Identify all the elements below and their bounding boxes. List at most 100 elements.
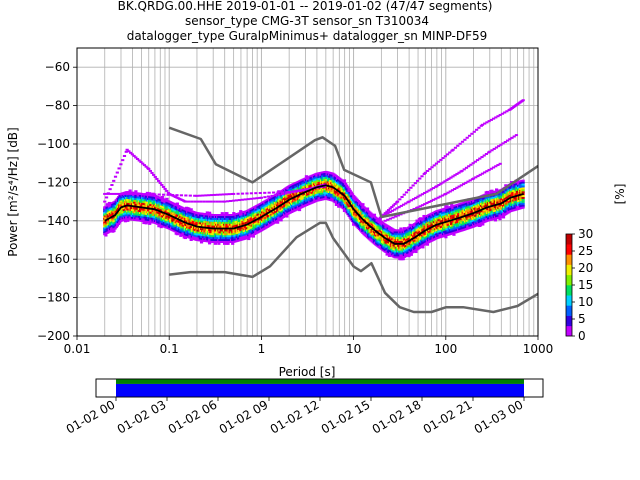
heatmap-cell [425,243,430,246]
heatmap-cell [401,258,405,261]
heatmap-cell [370,213,374,216]
heatmap-cell [128,189,132,192]
heatmap-cell [421,246,425,249]
heatmap-cell [118,221,122,224]
heatmap-cell [361,203,365,206]
heatmap-cell [175,202,179,205]
heatmap-cell [367,210,371,213]
heatmap-cell [251,235,256,238]
psd-heatmap-cells [103,99,525,261]
heatmap-cell [279,219,283,222]
heatmap-cell [350,193,355,196]
heatmap-cell [277,190,281,193]
heatmap-cell [113,227,117,230]
heatmap-cell [112,230,116,233]
chart-title-line-1: BK.QRDG.00.HHE 2019-01-01 -- 2019-01-02 … [118,0,493,13]
heatmap-cell [368,211,372,214]
heatmap-cell [415,219,419,222]
heatmap-cell [359,202,363,205]
heatmap-cell [385,253,389,256]
chart-title-line-3: datalogger_type GuralpMinimus+ datalogge… [127,29,488,43]
heatmap-cell [285,215,289,218]
heatmap-cell [357,201,362,204]
heatmap-cell [365,209,370,212]
heatmap-cell [148,222,152,225]
heatmap-cell [445,205,449,208]
heatmap-cell [247,238,251,241]
heatmap-cell [353,196,357,199]
heatmap-cell [362,206,366,209]
heatmap-cell [342,181,347,184]
heatmap-cell [399,227,403,230]
heatmap-cell [126,219,130,222]
heatmap-cell [205,211,209,214]
heatmap-cell [297,209,302,212]
heatmap-cell [361,205,365,208]
heatmap-cell [107,201,111,204]
heatmap-cell [450,203,454,206]
heatmap-cell [387,254,392,257]
heatmap-cell [220,212,224,215]
heatmap-cell [189,208,193,211]
heatmap-cell [142,222,146,225]
heatmap-cell [304,175,309,178]
heatmap-cell [134,190,138,193]
heatmap-cell [402,227,407,230]
heatmap-cell [104,234,108,237]
heatmap-cell [187,207,191,210]
heatmap-cell [157,225,161,228]
chart-title-line-2: sensor_type CMG-3T sensor_sn T310034 [185,14,429,28]
heatmap-cell [116,223,121,226]
heatmap-cell [409,253,413,256]
heatmap-cell [444,236,448,239]
heatmap-cell [342,179,347,182]
heatmap-cell [165,197,169,200]
heatmap-cell [355,198,359,201]
heatmap-cell [407,255,411,258]
plot-grid [76,48,538,337]
heatmap-cell [189,238,193,241]
heatmap-cell [345,184,349,187]
heatmap-cell [208,242,212,245]
heatmap-cell [213,242,217,245]
heatmap-cell [365,207,370,210]
heatmap-cell [231,242,235,245]
heatmap-cell [352,194,356,197]
heatmap-cell [217,242,221,245]
heatmap-cell [276,221,280,224]
heatmap-cell [344,182,348,185]
heatmap-cell [225,212,229,215]
heatmap-cell [347,188,351,191]
heatmap-cell [232,212,236,215]
heatmap-cell [348,189,352,192]
heatmap-cell [418,217,423,220]
heatmap-cell [356,199,360,202]
heatmap-cell [414,251,418,254]
heatmap-cell [199,241,204,244]
heatmap-cell [159,226,163,229]
heatmap-cell [148,192,152,195]
heatmap-cell [160,195,164,198]
heatmap-cell [175,233,179,236]
heatmap-cell [337,205,341,208]
heatmap-cell [354,197,358,200]
heatmap-cell [349,191,353,194]
heatmap-cell [452,233,456,236]
heatmap-cell [114,226,118,229]
heatmap-cell [105,203,109,206]
heatmap-cell [144,222,148,225]
heatmap-cell [239,210,243,213]
heatmap-cell [334,204,339,207]
heatmap-cell [408,223,412,226]
heatmap-cell [183,237,188,240]
heatmap-cell [179,234,183,237]
heatmap-cell [372,213,377,216]
heatmap-cell [208,211,212,214]
heatmap-cell [145,191,149,194]
heatmap-cell [422,214,426,217]
heatmap-cell [115,224,120,227]
heatmap-cell [151,192,155,195]
heatmap-cell [363,207,367,210]
